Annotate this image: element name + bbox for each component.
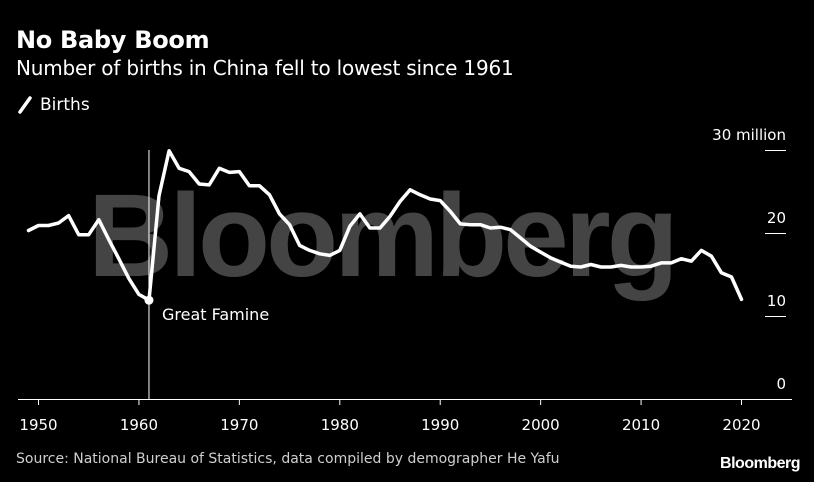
watermark-text: Bloomberg bbox=[88, 170, 675, 302]
y-tick-label-0: 0 bbox=[776, 375, 786, 393]
y-tick-label-20: 20 bbox=[767, 209, 786, 227]
brand-logo: Bloomberg bbox=[720, 455, 800, 472]
annotation-label: Great Famine bbox=[162, 305, 269, 324]
x-tick-label-1980: 1980 bbox=[321, 416, 359, 434]
axis-layer: 1950 1960 1970 1980 1990 2000 2010 2020 0 10 20 30 … bbox=[18, 126, 792, 434]
legend: Births bbox=[18, 94, 90, 116]
source-note: Source: National Bureau of Statistics, d… bbox=[16, 451, 560, 467]
x-tick-label-2010: 2010 bbox=[622, 416, 660, 434]
x-tick-label-1950: 1950 bbox=[19, 416, 57, 434]
x-tick-label-1960: 1960 bbox=[120, 416, 158, 434]
chart-title: No Baby Boom bbox=[16, 26, 210, 54]
annotation-layer: Great Famine bbox=[148, 150, 269, 399]
y-tick-label-10: 10 bbox=[767, 292, 786, 310]
x-tick-label-2000: 2000 bbox=[522, 416, 560, 434]
chart-subtitle: Number of births in China fell to lowest… bbox=[16, 56, 514, 80]
x-tick-label-2020: 2020 bbox=[722, 416, 760, 434]
legend-label-births: Births bbox=[40, 95, 90, 115]
annotation-marker-dot bbox=[144, 295, 154, 305]
x-tick-label-1970: 1970 bbox=[220, 416, 258, 434]
x-tick-label-1990: 1990 bbox=[421, 416, 459, 434]
series-layer bbox=[26, 149, 744, 305]
legend-swatch-births bbox=[18, 96, 32, 114]
y-tick-label-30: 30 million bbox=[712, 126, 786, 144]
